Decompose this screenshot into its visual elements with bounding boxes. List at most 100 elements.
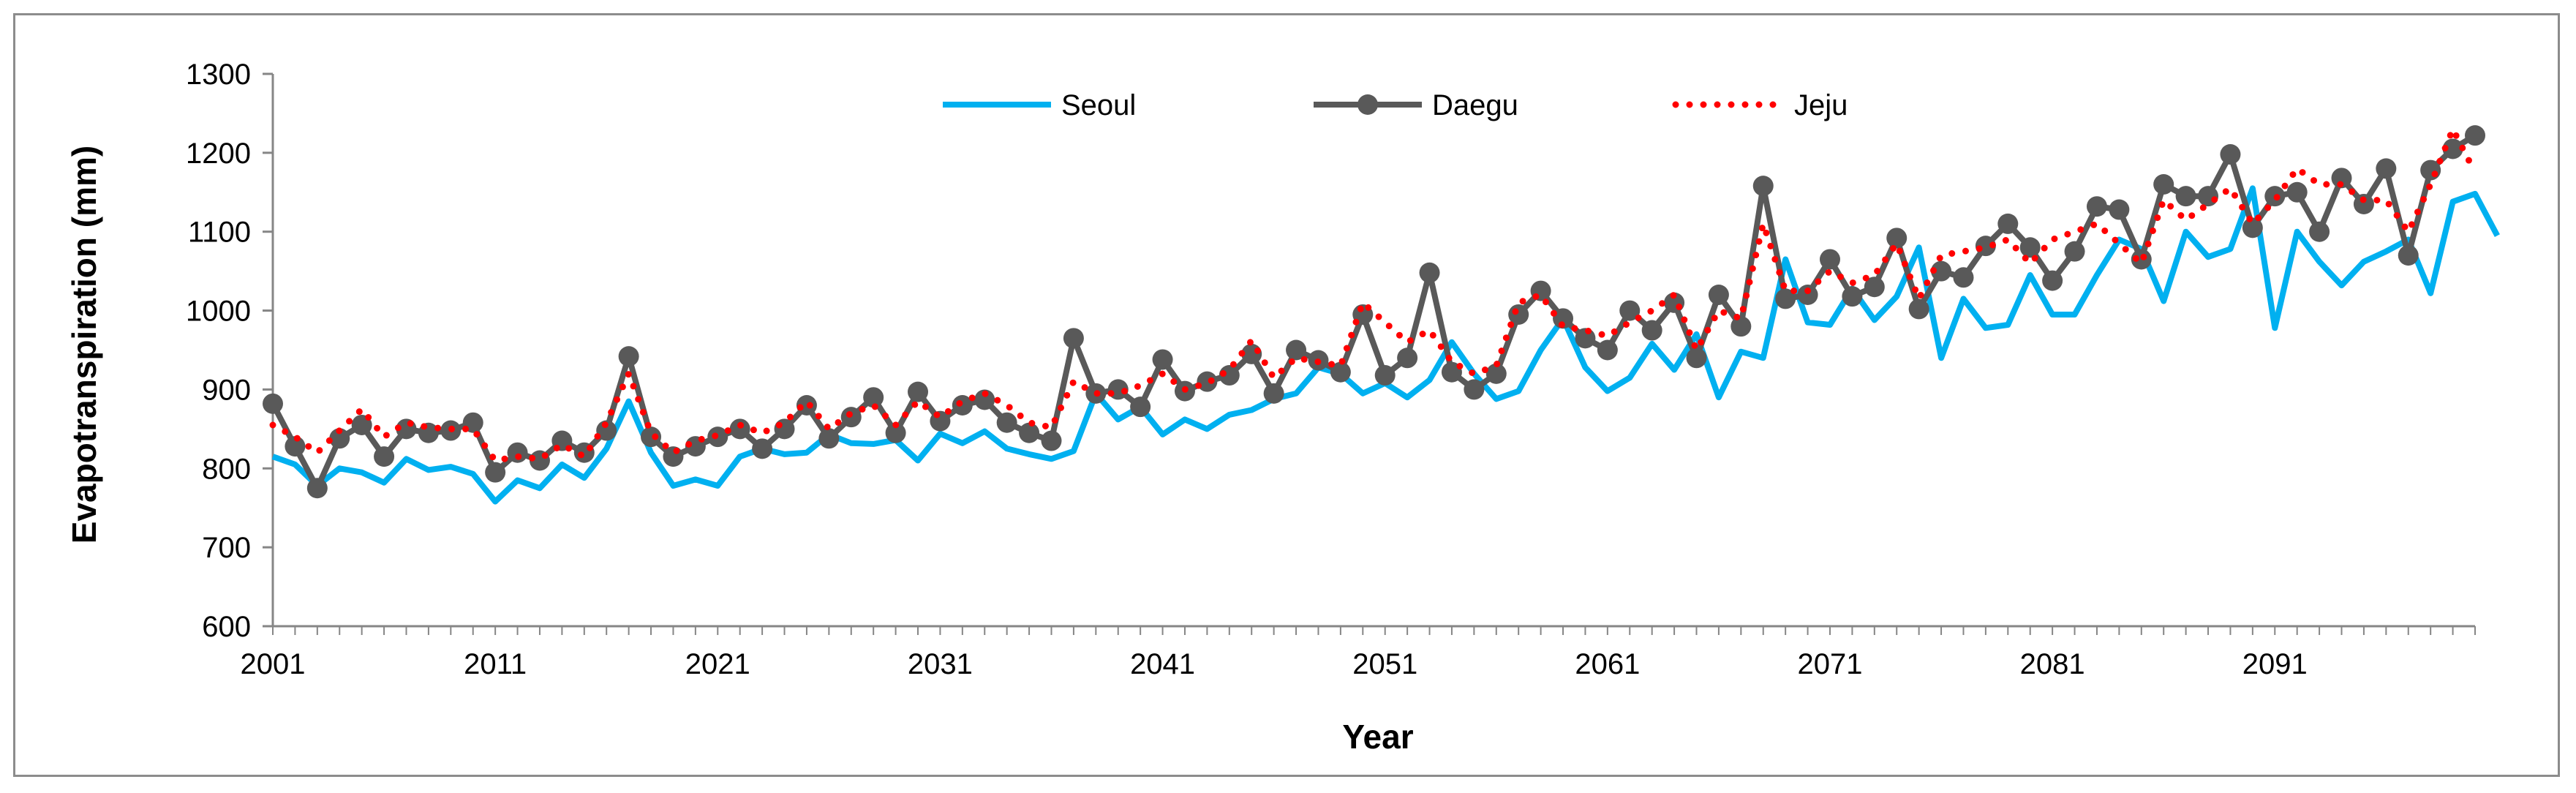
daegu-data-point	[1752, 176, 1774, 197]
daegu-data-point	[1063, 328, 1084, 349]
daegu-data-point	[752, 438, 773, 459]
daegu-data-point	[618, 346, 639, 367]
daegu-data-point	[374, 446, 395, 467]
daegu-data-point	[1130, 396, 1151, 418]
y-tick-label: 800	[202, 453, 251, 485]
daegu-data-point	[1553, 308, 1574, 329]
daegu-data-point	[774, 418, 795, 440]
legend-jeju-label: Jeju	[1794, 89, 1848, 121]
legend-daegu-label: Daegu	[1432, 89, 1518, 121]
y-tick-label: 900	[202, 374, 251, 406]
y-axis-title: Evapotranspiration (mm)	[65, 146, 103, 544]
daegu-data-point	[1397, 347, 1418, 369]
x-tick-label: 2001	[241, 648, 306, 680]
chart-frame: 600 700 800 900 1000 1100 1200 1300 2001 2011 2021…	[13, 13, 2560, 777]
daegu-data-point	[1019, 422, 1040, 443]
jeju-series-line	[269, 126, 2479, 464]
x-tick-label: 2011	[464, 648, 527, 680]
daegu-data-point	[1886, 228, 1907, 249]
daegu-data-point	[1686, 347, 1707, 369]
daegu-data-point	[952, 395, 973, 416]
daegu-data-point	[885, 422, 906, 443]
daegu-data-point	[1464, 379, 1485, 400]
daegu-data-point	[1041, 430, 1062, 451]
daegu-data-point	[818, 428, 840, 449]
daegu-data-point	[1597, 339, 1618, 361]
daegu-data-point	[2198, 186, 2219, 207]
x-tick-label: 2081	[2020, 648, 2085, 680]
daegu-data-point	[1152, 349, 1173, 370]
daegu-data-point	[1842, 286, 1863, 307]
daegu-data-point	[329, 428, 350, 449]
daegu-data-point	[1419, 262, 1440, 283]
daegu-data-point	[1730, 316, 1752, 337]
daegu-data-point	[1997, 213, 2019, 234]
y-tick-label: 600	[202, 611, 251, 643]
y-tick-label: 1200	[186, 138, 251, 170]
daegu-data-point	[306, 478, 328, 499]
daegu-data-point	[1197, 371, 1218, 392]
daegu-data-point	[507, 442, 528, 463]
daegu-data-point	[2353, 193, 2374, 214]
daegu-data-point	[1619, 300, 1641, 321]
daegu-data-point	[663, 446, 684, 467]
daegu-data-point	[596, 420, 617, 441]
x-tick-label: 2031	[908, 648, 973, 680]
daegu-data-point	[1953, 267, 1974, 288]
daegu-data-point	[1286, 339, 1307, 361]
daegu-data-point	[1775, 288, 1796, 309]
daegu-data-point	[1797, 285, 1818, 305]
daegu-data-point	[2309, 221, 2330, 242]
daegu-data-point	[2064, 241, 2085, 262]
daegu-data-point	[2331, 168, 2352, 189]
daegu-data-point	[2398, 245, 2419, 266]
y-tick-label: 700	[202, 532, 251, 564]
daegu-data-point	[996, 412, 1017, 433]
daegu-data-point	[263, 393, 283, 414]
daegu-data-point	[974, 389, 995, 410]
legend-daegu-marker	[1357, 94, 1378, 115]
y-tick-label: 1000	[186, 296, 251, 328]
y-tick-label: 1100	[188, 217, 251, 249]
daegu-data-point	[863, 387, 884, 408]
daegu-data-point	[2286, 181, 2308, 203]
daegu-data-point	[2175, 186, 2196, 207]
x-axis-title: Year	[1342, 718, 1413, 756]
daegu-data-point	[2465, 125, 2485, 146]
x-tick-label: 2041	[1130, 648, 1195, 680]
daegu-data-point	[285, 436, 306, 457]
daegu-data-point	[2086, 196, 2107, 217]
daegu-data-point	[1641, 320, 1662, 341]
daegu-data-point	[729, 418, 750, 440]
daegu-data-point	[1931, 260, 1952, 282]
y-tick-label: 1300	[186, 59, 251, 91]
daegu-data-point	[2019, 237, 2041, 258]
daegu-data-point	[1864, 277, 1885, 298]
seoul-series-line	[271, 185, 2500, 505]
daegu-data-point	[1330, 361, 1351, 383]
x-tick-label: 2061	[1575, 648, 1640, 680]
x-tick-label: 2091	[2242, 648, 2308, 680]
daegu-data-point	[1219, 365, 1240, 386]
daegu-data-point	[1374, 365, 1396, 386]
daegu-data-point	[2153, 174, 2174, 195]
daegu-data-point	[2242, 217, 2263, 238]
daegu-data-point	[1908, 298, 1929, 320]
daegu-data-point	[1819, 249, 1840, 270]
daegu-data-point	[2376, 158, 2397, 179]
daegu-data-point	[908, 381, 929, 402]
daegu-data-point	[2220, 144, 2241, 165]
daegu-data-point	[2042, 270, 2063, 291]
daegu-data-point	[1708, 285, 1729, 305]
evapotranspiration-chart: 600 700 800 900 1000 1100 1200 1300 2001 2011 2021…	[65, 59, 2500, 756]
legend-seoul-label: Seoul	[1061, 89, 1136, 121]
x-tick-label: 2071	[1797, 648, 1862, 680]
daegu-data-point	[641, 426, 662, 448]
daegu-data-point	[2442, 138, 2463, 159]
x-tick-label: 2051	[1352, 648, 1417, 680]
daegu-data-point	[2109, 199, 2130, 220]
daegu-data-point	[485, 462, 506, 483]
x-tick-label: 2021	[685, 648, 750, 680]
daegu-data-point	[1485, 363, 1507, 384]
daegu-data-point	[1263, 383, 1284, 404]
